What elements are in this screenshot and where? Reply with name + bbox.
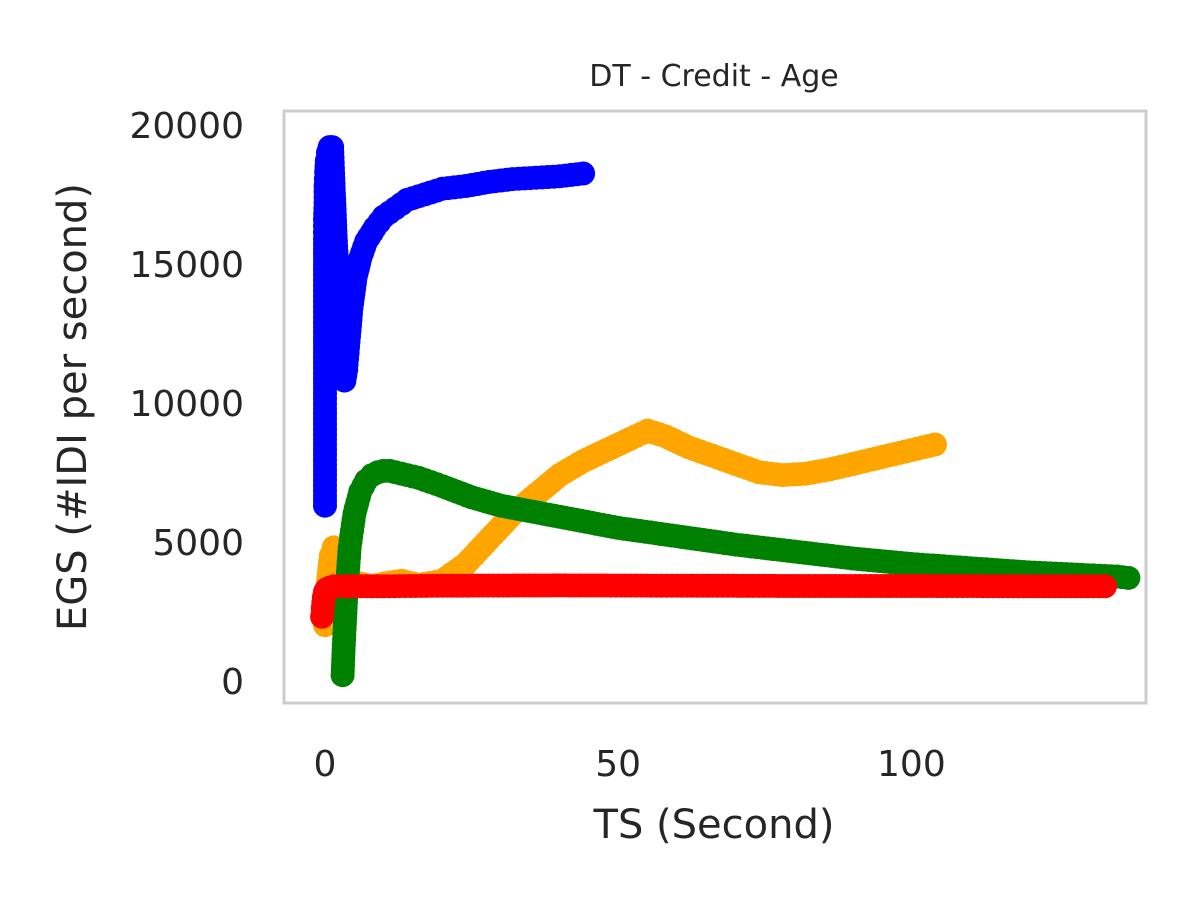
plot-frame [282, 109, 1148, 705]
chart-title: DT - Credit - Age [589, 59, 838, 94]
data-point [1093, 574, 1117, 599]
x-axis-label: TS (Second) [593, 802, 835, 848]
series-markers [310, 573, 1117, 629]
x-tick-label: 50 [595, 744, 641, 785]
series-markers [330, 458, 1141, 688]
y-axis-ticks: 0 5000 10000 15000 20000 [129, 106, 244, 703]
series-3 [310, 573, 1117, 629]
y-tick-label: 10000 [129, 384, 244, 425]
y-tick-label: 0 [221, 662, 244, 703]
series-markers [313, 135, 596, 518]
y-tick-label: 5000 [152, 523, 244, 564]
plot-area [310, 135, 1141, 688]
y-tick-label: 20000 [129, 106, 244, 147]
y-axis-label: EGS (#IDI per second) [50, 183, 96, 631]
data-point [922, 432, 947, 457]
x-tick-label: 0 [314, 744, 337, 785]
data-point [1116, 565, 1141, 590]
data-point [571, 161, 596, 186]
x-tick-label: 100 [877, 744, 946, 785]
y-tick-label: 15000 [129, 245, 244, 286]
series-0 [313, 135, 596, 518]
series-2 [330, 458, 1141, 688]
x-axis-ticks: 0 50 100 [314, 744, 946, 785]
